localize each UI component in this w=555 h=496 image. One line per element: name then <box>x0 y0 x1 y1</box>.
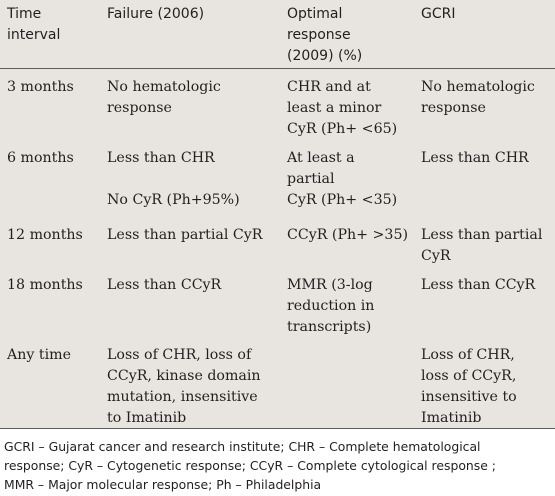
cell-text-line: CyR <box>421 248 451 264</box>
cell-text-line: response <box>107 100 172 116</box>
header-text-line: GCRI <box>421 6 456 22</box>
cell-text-line: 6 months <box>7 150 74 166</box>
row-any-time-failure: Loss of CHR, loss of CCyR, kinase domain… <box>107 345 261 429</box>
row-6-months-time: 6 months <box>7 148 74 169</box>
row-18-months-gcri: Less than CCyR <box>421 275 535 296</box>
cell-text-line: loss of CCyR, <box>421 368 517 384</box>
cell-text-line: Any time <box>7 347 71 363</box>
row-3-months-optimal: CHR and at least a minor CyR (Ph+ <65) <box>287 77 397 140</box>
cell-text-line: 18 months <box>7 277 83 293</box>
row-12-months-failure: Less than partial CyR <box>107 225 262 246</box>
cell-text-line: CCyR (Ph+ >35) <box>287 227 409 243</box>
header-text-line: response <box>287 27 351 43</box>
cell-text-line: Less than partial CyR <box>107 227 263 243</box>
header-failure: Failure (2006) <box>107 4 204 25</box>
row-12-months-gcri: Less than partial CyR <box>421 225 542 267</box>
row-6-months-optimal: At least a partial CyR (Ph+ <35) <box>287 148 397 211</box>
cell-text-line: mutation, insensitive <box>107 389 258 405</box>
table-footer-divider <box>0 428 555 429</box>
cell-text-line: least a minor <box>287 100 382 116</box>
cell-text-line: reduction in <box>287 298 375 314</box>
cell-text-line: Less than CHR <box>107 150 215 166</box>
cell-text-line: transcripts) <box>287 319 372 335</box>
header-text-line: Optimal <box>287 6 343 22</box>
cell-text-line: CyR (Ph+ <65) <box>287 121 398 137</box>
row-18-months-failure: Less than CCyR <box>107 275 221 296</box>
cell-text-line: No CyR (Ph+95%) <box>107 192 240 208</box>
cell-text-line: No hematologic <box>421 79 535 95</box>
row-6-months-failure: Less than CHR No CyR (Ph+95%) <box>107 148 240 211</box>
cell-text-line: Less than partial <box>421 227 543 243</box>
cell-text-line: At least a <box>287 150 355 166</box>
cell-text-line: Less than CHR <box>421 150 529 166</box>
cell-text-line: insensitive to <box>421 389 517 405</box>
response-table: Time interval Failure (2006) Optimal res… <box>0 0 555 428</box>
cell-text-line: Imatinib <box>421 410 482 426</box>
cell-text-line: CCyR, kinase domain <box>107 368 261 384</box>
header-text-line: interval <box>7 27 61 43</box>
header-text-line: Time <box>7 6 42 22</box>
row-18-months-optimal: MMR (3-log reduction in transcripts) <box>287 275 374 338</box>
header-text-line: Failure (2006) <box>107 6 205 22</box>
cell-text-line: partial <box>287 171 335 187</box>
row-any-time-time: Any time <box>7 345 71 366</box>
cell-text-line: Loss of CHR, loss of <box>107 347 252 363</box>
header-gcri: GCRI <box>421 4 455 25</box>
header-optimal-response: Optimal response (2009) (%) <box>287 4 362 67</box>
row-any-time-gcri: Loss of CHR, loss of CCyR, insensitive t… <box>421 345 517 429</box>
row-12-months-optimal: CCyR (Ph+ >35) <box>287 225 408 246</box>
cell-text-line: Less than CCyR <box>421 277 536 293</box>
row-3-months-gcri: No hematologic response <box>421 77 535 119</box>
cell-text-line: Less than CCyR <box>107 277 222 293</box>
cell-text-line <box>107 169 240 190</box>
header-time-interval: Time interval <box>7 4 60 46</box>
cell-text-line: Loss of CHR, <box>421 347 515 363</box>
cell-text-line: response <box>421 100 486 116</box>
cell-text-line: MMR (3-log <box>287 277 373 293</box>
row-18-months-time: 18 months <box>7 275 83 296</box>
cell-text-line: No hematologic <box>107 79 221 95</box>
cell-text-line: 12 months <box>7 227 83 243</box>
header-text-line: (2009) (%) <box>287 48 363 64</box>
footnote-line: GCRI – Gujarat cancer and research insti… <box>4 439 481 454</box>
cell-text-line: 3 months <box>7 79 74 95</box>
row-3-months-failure: No hematologic response <box>107 77 221 119</box>
table-header-row: Time interval Failure (2006) Optimal res… <box>0 0 555 69</box>
cell-text-line: CyR (Ph+ <35) <box>287 192 398 208</box>
cell-text-line: CHR and at <box>287 79 371 95</box>
row-12-months-time: 12 months <box>7 225 83 246</box>
footnote-line: MMR – Major molecular response; Ph – Phi… <box>4 477 322 492</box>
footnote-line: response; CyR – Cytogenetic response; CC… <box>4 458 496 473</box>
row-3-months-time: 3 months <box>7 77 74 98</box>
row-6-months-gcri: Less than CHR <box>421 148 529 169</box>
cell-text-line: to Imatinib <box>107 410 187 426</box>
table-footnote: GCRI – Gujarat cancer and research insti… <box>4 437 552 494</box>
